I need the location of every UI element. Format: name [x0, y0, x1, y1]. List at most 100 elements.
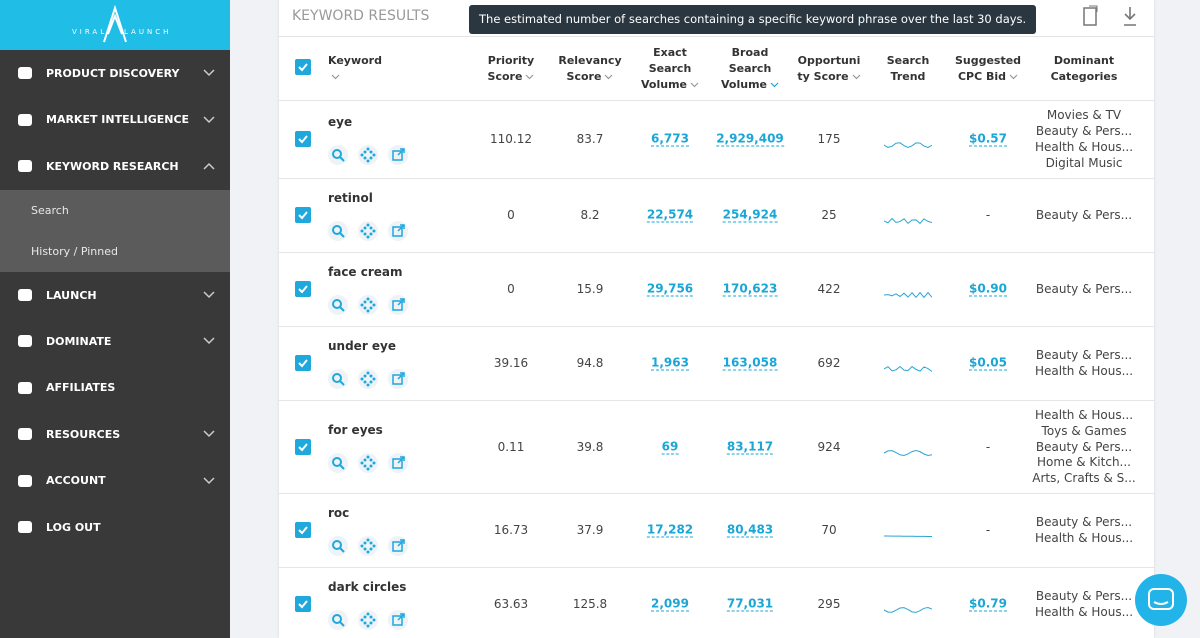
broad-value[interactable]: 80,483 [726, 522, 774, 538]
exact-value[interactable]: 17,282 [646, 522, 694, 538]
nav-icon [18, 160, 32, 172]
row-actions[interactable] [328, 452, 410, 473]
row-divider [279, 400, 1154, 401]
nav-item[interactable]: DOMINATE [0, 318, 230, 364]
column-header[interactable]: Priority Score [481, 53, 541, 85]
priority-value: 16.73 [493, 523, 529, 537]
category: Beauty & Pers... [1035, 348, 1133, 363]
exact-value[interactable]: 29,756 [646, 281, 694, 297]
chevron [203, 115, 215, 123]
column-header[interactable]: Opportunity Score [797, 53, 861, 85]
keyword[interactable]: under eye [328, 339, 397, 353]
broad-value[interactable]: 170,623 [722, 281, 778, 297]
relevancy-value: 39.8 [576, 439, 604, 454]
sort-caret [1009, 74, 1018, 80]
exact-value[interactable]: 1,963 [651, 355, 689, 371]
relevancy-value: 83.7 [576, 132, 604, 146]
category: Beauty & Pers... [1035, 124, 1133, 139]
nav-item[interactable]: MARKET INTELLIGENCE [0, 97, 230, 143]
nav-label: LOG OUT [46, 520, 101, 534]
chat-button[interactable] [1134, 573, 1188, 627]
relevancy-value: 125.8 [572, 597, 608, 611]
nav-icon [18, 67, 32, 79]
keyword[interactable]: dark circles [328, 580, 407, 594]
trend-sparkline [884, 535, 932, 538]
relevancy-value: 37.9 [576, 523, 604, 537]
nav-item[interactable]: ACCOUNT [0, 458, 230, 504]
toolbar-icons[interactable] [1079, 4, 1149, 30]
sidebar: VIRAL LAUNCH PRODUCT DISCOVERY MARKET INT… [0, 0, 230, 638]
row-divider [279, 100, 1154, 101]
nav-item[interactable]: KEYWORD RESEARCH [0, 143, 230, 189]
broad-value[interactable]: 163,058 [722, 355, 778, 371]
column-header[interactable]: Suggested CPC Bid [953, 53, 1023, 85]
cpc-value[interactable]: $0.57 [969, 131, 1007, 147]
keyword[interactable]: retinol [328, 191, 373, 205]
logo[interactable]: VIRAL LAUNCH [0, 0, 230, 50]
logo-text: LAUNCH [124, 28, 172, 36]
exact-value[interactable]: 69 [661, 439, 679, 454]
nav-icon [18, 428, 32, 441]
nav-icon [18, 113, 32, 126]
keyword[interactable]: eye [328, 115, 353, 129]
submenu-item[interactable]: Search [31, 203, 69, 217]
column-header[interactable]: Keyword [328, 53, 388, 85]
nav-item[interactable]: LOG OUT [0, 504, 230, 550]
row-actions[interactable] [328, 536, 410, 556]
category: Beauty & Pers... [1035, 439, 1133, 454]
row-divider [279, 567, 1154, 568]
row-divider [279, 326, 1154, 327]
opportunity-value: 924 [817, 439, 841, 454]
nav-item[interactable]: AFFILIATES [0, 365, 230, 411]
column-header[interactable]: Broad Search Volume [719, 45, 781, 93]
row-actions[interactable] [328, 369, 410, 389]
row-actions[interactable] [328, 221, 410, 241]
nav-item[interactable]: PRODUCT DISCOVERY [0, 50, 230, 96]
checkbox[interactable] [295, 131, 311, 147]
column-header[interactable]: Relevancy Score [555, 53, 625, 85]
cpc-value: - [985, 439, 991, 454]
row-actions[interactable] [328, 295, 410, 315]
exact-value[interactable]: 2,099 [651, 596, 689, 612]
trend-sparkline [884, 142, 932, 149]
exact-value[interactable]: 22,574 [646, 207, 694, 223]
chevron [203, 162, 215, 170]
row-actions[interactable] [328, 610, 410, 630]
sort-caret [605, 74, 613, 80]
cpc-value: - [985, 208, 991, 222]
nav-item[interactable]: LAUNCH [0, 272, 230, 318]
nav-label: AFFILIATES [46, 381, 116, 395]
sort-caret [852, 74, 861, 80]
keyword[interactable]: roc [328, 506, 350, 520]
broad-value[interactable]: 77,031 [726, 596, 774, 612]
checkbox[interactable] [295, 59, 311, 75]
exact-value[interactable]: 6,773 [651, 131, 689, 147]
cpc-value[interactable]: $0.90 [969, 281, 1007, 297]
broad-value[interactable]: 2,929,409 [716, 131, 784, 147]
submenu-item[interactable]: History / Pinned [31, 244, 118, 258]
broad-value[interactable]: 83,117 [726, 439, 774, 454]
cpc-value[interactable]: $0.05 [969, 355, 1007, 371]
checkbox[interactable] [295, 281, 311, 297]
broad-value[interactable]: 254,924 [722, 207, 778, 223]
column-header[interactable]: Exact Search Volume [639, 45, 701, 93]
checkbox[interactable] [295, 207, 311, 223]
tooltip: The estimated number of searches contain… [469, 5, 1037, 34]
checkbox[interactable] [295, 438, 311, 455]
category: Health & Hous... [1034, 407, 1134, 422]
checkbox[interactable] [295, 355, 311, 371]
checkbox[interactable] [295, 522, 311, 538]
checkbox[interactable] [295, 596, 311, 612]
nav-icon [18, 521, 32, 533]
keyword[interactable]: for eyes [328, 422, 383, 437]
priority-value: 0 [507, 282, 515, 296]
row-actions[interactable] [328, 145, 410, 165]
cpc-value[interactable]: $0.79 [969, 596, 1007, 612]
relevancy-value: 8.2 [580, 208, 600, 222]
column-label: Broad Search Volume [721, 46, 772, 91]
nav-item[interactable]: RESOURCES [0, 411, 230, 457]
cpc-value: - [985, 523, 991, 537]
section-title: KEYWORD RESULTS [292, 8, 430, 24]
keyword[interactable]: face cream [328, 265, 403, 279]
